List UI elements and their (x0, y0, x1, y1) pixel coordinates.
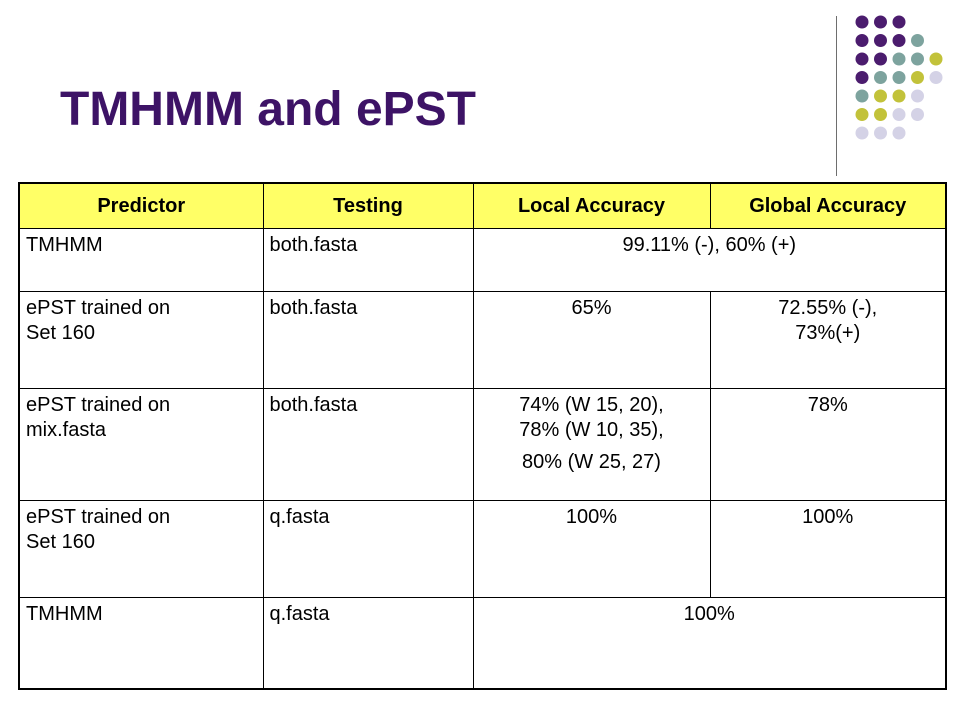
cell-line: Set 160 (26, 530, 95, 553)
cell-predictor: ePST trained on Set 160 (18, 499, 264, 598)
cell-line: ePST trained on (26, 297, 171, 320)
decorative-dot (855, 89, 869, 103)
decorative-dot (855, 108, 869, 121)
decorative-dot (855, 71, 869, 84)
header-local-accuracy: Local Accuracy (472, 182, 711, 229)
decorative-dot (892, 71, 906, 84)
cell-local-accuracy: 74% (W 15, 20), 78% (W 10, 35), 80% (W 2… (472, 388, 711, 501)
cell-line: Set 160 (26, 322, 95, 345)
table-row: TMHMM both.fasta 99.11% (-), 60% (+) (18, 227, 947, 293)
header-global-accuracy: Global Accuracy (709, 182, 947, 229)
cell-testing: q.fasta (262, 499, 474, 598)
decorative-dot (874, 126, 887, 140)
cell-testing: both.fasta (262, 291, 474, 390)
decorative-dot (892, 15, 906, 29)
cell-line: 73%(+) (795, 322, 861, 345)
decorative-dot (911, 34, 924, 47)
decorative-dot (892, 52, 906, 66)
decorative-dot (874, 108, 887, 121)
cell-line: ePST trained on (26, 505, 171, 528)
table-header-row: Predictor Testing Local Accuracy Global … (18, 182, 947, 229)
table-row: ePST trained on Set 160 q.fasta 100% 100… (18, 499, 947, 598)
cell-predictor: TMHMM (18, 596, 264, 690)
cell-global-accuracy: 78% (709, 388, 947, 501)
accuracy-table: Predictor Testing Local Accuracy Global … (18, 182, 947, 690)
decorative-dot (874, 89, 887, 103)
decorative-dot-grid (855, 15, 943, 140)
cell-line: 72.55% (-), (778, 297, 878, 320)
decorative-dot (892, 34, 906, 47)
cell-local-accuracy: 65% (472, 291, 711, 390)
cell-line: 74% (W 15, 20), (519, 394, 664, 417)
cell-global-accuracy: 100% (709, 499, 947, 598)
cell-predictor: ePST trained on mix.fasta (18, 388, 264, 501)
cell-accuracy-merged: 100% (472, 596, 947, 690)
cell-testing: both.fasta (262, 227, 474, 293)
decorative-vertical-line (836, 16, 837, 176)
decorative-dot (892, 108, 906, 121)
table-row: ePST trained on mix.fasta both.fasta 74%… (18, 388, 947, 501)
decorative-dot (855, 15, 869, 29)
decorative-dot (874, 71, 887, 84)
decorative-dot (911, 71, 924, 84)
decorative-dot (892, 89, 906, 103)
header-predictor: Predictor (18, 182, 264, 229)
header-testing: Testing (262, 182, 474, 229)
decorative-dot (855, 52, 869, 66)
cell-line: mix.fasta (26, 419, 107, 442)
decorative-dot (855, 126, 869, 140)
decorative-dot (929, 71, 943, 84)
decorative-dot (892, 126, 906, 140)
table-row: ePST trained on Set 160 both.fasta 65% 7… (18, 291, 947, 390)
decorative-dot (911, 108, 924, 121)
decorative-dot (929, 52, 943, 66)
decorative-dot (874, 52, 887, 66)
cell-line: 80% (W 25, 27) (522, 451, 661, 474)
decorative-dot (874, 15, 887, 29)
cell-testing: both.fasta (262, 388, 474, 501)
cell-line: 78% (W 10, 35), (519, 419, 664, 442)
decorative-dot (855, 34, 869, 47)
decorative-dot (874, 34, 887, 47)
cell-line: ePST trained on (26, 394, 171, 417)
table-row: TMHMM q.fasta 100% (18, 596, 947, 690)
cell-local-accuracy: 100% (472, 499, 711, 598)
cell-accuracy-merged: 99.11% (-), 60% (+) (472, 227, 947, 293)
decorative-dot (911, 52, 924, 66)
cell-testing: q.fasta (262, 596, 474, 690)
cell-predictor: TMHMM (18, 227, 264, 293)
decorative-dot (911, 89, 924, 103)
cell-global-accuracy: 72.55% (-), 73%(+) (709, 291, 947, 390)
cell-predictor: ePST trained on Set 160 (18, 291, 264, 390)
slide-title: TMHMM and ePST (60, 83, 476, 136)
